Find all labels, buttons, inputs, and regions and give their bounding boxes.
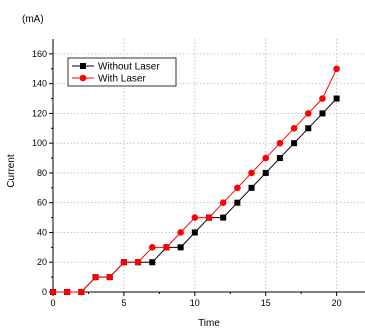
data-point: [106, 273, 114, 281]
data-point: [92, 273, 99, 281]
axes: 0 5 10 15 20 0 20 40 60 80 100 120 140 160: [32, 39, 365, 308]
y-tick-label: 40: [37, 227, 47, 237]
data-point: [191, 229, 198, 236]
data-point: [148, 244, 156, 251]
data-point: [205, 214, 213, 221]
y-tick-label: 140: [32, 79, 47, 89]
legend-label: Without Laser: [98, 62, 160, 73]
y-tick-label: 80: [37, 168, 47, 178]
data-point: [276, 139, 284, 147]
data-point: [276, 155, 283, 162]
y-tick-label: 160: [32, 49, 47, 59]
data-point: [219, 199, 227, 207]
data-point: [134, 258, 142, 266]
data-point: [177, 229, 184, 236]
series-with-laser: [49, 65, 340, 296]
data-point: [49, 288, 57, 296]
data-point: [333, 65, 340, 73]
data-point: [248, 169, 255, 177]
data-point: [248, 184, 255, 191]
y-tick-label: 60: [37, 198, 47, 208]
legend-swatch-marker: [80, 63, 86, 69]
y-tick-label: 20: [37, 257, 47, 267]
legend-box: [67, 57, 177, 87]
x-axis-title: Time: [198, 318, 220, 328]
data-point: [63, 288, 71, 296]
data-point: [304, 110, 312, 117]
series: [49, 65, 340, 296]
data-point: [78, 288, 85, 296]
data-point: [319, 110, 326, 117]
data-point: [262, 154, 270, 162]
y-unit-label: (mA): [22, 14, 44, 25]
data-point: [149, 259, 156, 266]
data-point: [305, 125, 312, 132]
x-tick-label: 10: [190, 298, 200, 308]
x-tick-label: 0: [50, 298, 55, 308]
data-point: [191, 214, 199, 221]
y-tick-label: 100: [32, 138, 47, 148]
legend-label: With Laser: [98, 74, 146, 85]
data-point: [234, 199, 241, 206]
x-tick-label: 15: [261, 298, 271, 308]
y-axis-title: Current: [6, 154, 17, 188]
data-point: [291, 140, 298, 147]
x-tick-label: 20: [332, 298, 342, 308]
data-point: [333, 95, 340, 102]
grid: [53, 39, 365, 292]
data-point: [319, 95, 326, 102]
x-tick-label: 5: [121, 298, 126, 308]
data-point: [220, 214, 227, 221]
data-point: [120, 258, 128, 266]
data-point: [163, 244, 170, 251]
y-tick-label: 0: [42, 287, 47, 297]
data-point: [177, 244, 184, 251]
y-tick-label: 120: [32, 108, 47, 118]
data-point: [234, 184, 241, 192]
data-point: [290, 124, 298, 132]
data-point: [262, 169, 269, 176]
legend-swatch-marker: [79, 74, 87, 82]
